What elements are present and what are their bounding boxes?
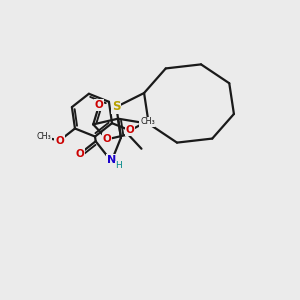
Text: O: O xyxy=(75,149,84,159)
Text: CH₃: CH₃ xyxy=(140,118,155,127)
Text: O: O xyxy=(55,136,64,146)
Text: S: S xyxy=(112,100,121,113)
Text: O: O xyxy=(126,125,134,135)
Text: N: N xyxy=(107,154,116,164)
Text: O: O xyxy=(103,134,112,144)
Text: CH₃: CH₃ xyxy=(36,132,51,141)
Text: O: O xyxy=(95,100,103,110)
Text: H: H xyxy=(116,161,122,170)
